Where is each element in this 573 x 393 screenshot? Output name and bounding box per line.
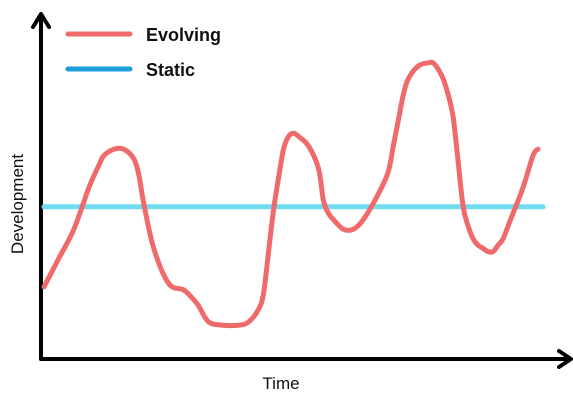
y-axis-arrowhead (31, 12, 51, 29)
series-line-evolving (41, 59, 541, 329)
legend-label-evolving: Evolving (146, 25, 221, 45)
series-layer (41, 59, 546, 329)
legend-label-static: Static (146, 60, 195, 80)
x-axis-arrowhead (557, 349, 573, 369)
legend: Evolving Static (65, 25, 221, 80)
axes (31, 12, 573, 369)
x-axis-label: Time (262, 374, 299, 393)
y-axis-label: Development (8, 154, 27, 254)
